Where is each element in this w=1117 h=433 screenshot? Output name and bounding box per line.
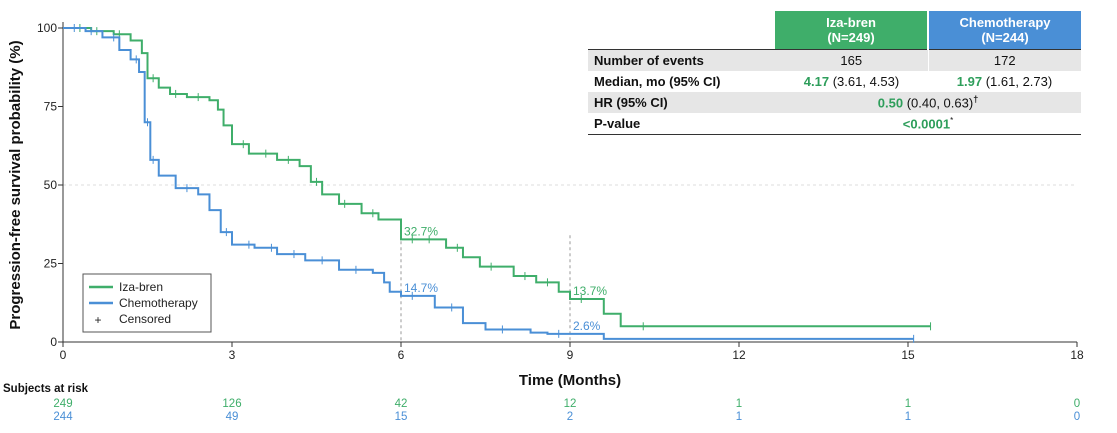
landmark-label: 14.7% [404,281,438,295]
x-axis-title: Time (Months) [519,372,621,389]
hr-value: 0.50 [877,95,904,111]
header-chemo-n: (N=244) [981,30,1029,45]
iza-curve [63,27,931,328]
header-iza-name: Iza-bren [826,15,876,30]
p-cell: <0.0001* [775,113,1081,135]
header-chemo-name: Chemotherapy [959,15,1051,30]
stats-table: Iza-bren (N=249) Chemotherapy (N=244) Nu… [588,11,1081,135]
header-iza: Iza-bren (N=249) [775,11,929,50]
risk-count: 0 [1074,398,1080,410]
hr-label: HR (95% CI) [588,92,775,113]
median-chemo: 1.97 (1.61, 2.73) [928,71,1081,92]
risk-count: 249 [53,398,72,410]
legend-censor-symbol: + [94,313,101,327]
median-chemo-value: 1.97 [956,74,983,89]
x-tick-label: 12 [732,348,746,362]
risk-count: 0 [1074,411,1080,423]
p-mark: * [950,115,954,125]
p-row: P-value <0.0001* [588,113,1081,135]
median-row: Median, mo (95% CI) 4.17 (3.61, 4.53) 1.… [588,71,1081,92]
header-chemo: Chemotherapy (N=244) [928,11,1081,50]
median-iza: 4.17 (3.61, 4.53) [775,71,928,92]
table-header-row: Iza-bren (N=249) Chemotherapy (N=244) [588,11,1081,50]
risk-count: 42 [395,398,408,410]
y-tick-label: 100 [37,21,57,35]
x-tick-label: 15 [901,348,915,362]
y-tick-label: 75 [44,100,58,114]
risk-table-title: Subjects at risk [3,383,89,395]
hr-cell: 0.50 (0.40, 0.63)† [775,92,1081,113]
hr-ci: (0.40, 0.63) [906,95,974,111]
risk-count: 12 [564,398,577,410]
events-iza: 165 [775,49,928,71]
x-tick-label: 6 [398,348,405,362]
x-tick-label: 0 [60,348,67,362]
p-value: <0.0001 [902,116,951,132]
risk-count: 2 [567,411,573,423]
median-iza-ci: (3.61, 4.53) [832,74,900,89]
risk-count: 1 [736,398,742,410]
x-tick-label: 18 [1070,348,1084,362]
y-tick-label: 50 [44,178,58,192]
legend-label: Censored [119,312,171,326]
events-label: Number of events [588,49,775,71]
landmark-label: 32.7% [404,224,438,238]
risk-count: 244 [53,411,73,423]
x-tick-label: 9 [567,348,574,362]
risk-count: 1 [736,411,742,423]
risk-count: 1 [905,398,911,410]
y-tick-label: 0 [50,335,57,349]
header-iza-n: (N=249) [827,30,875,45]
hr-row: HR (95% CI) 0.50 (0.40, 0.63)† [588,92,1081,113]
y-tick-label: 25 [44,257,58,271]
legend-label: Iza-bren [119,280,163,294]
risk-count: 49 [226,411,239,423]
events-chemo: 172 [927,49,1081,71]
legend-label: Chemotherapy [119,296,198,310]
hr-mark: † [973,94,979,105]
risk-count: 126 [222,398,241,410]
chemo-curve [63,27,914,340]
risk-count: 15 [395,411,408,423]
risk-count: 1 [905,411,911,423]
landmark-label: 2.6% [573,319,601,333]
p-label: P-value [588,113,775,135]
events-row: Number of events 165 172 [588,49,1081,71]
y-axis-title: Progression-free survival probability (%… [7,40,24,329]
median-chemo-ci: (1.61, 2.73) [985,74,1053,89]
landmark-label: 13.7% [573,284,607,298]
header-blank [588,11,775,50]
median-iza-value: 4.17 [803,74,830,89]
x-tick-label: 3 [229,348,236,362]
median-label: Median, mo (95% CI) [594,74,721,89]
